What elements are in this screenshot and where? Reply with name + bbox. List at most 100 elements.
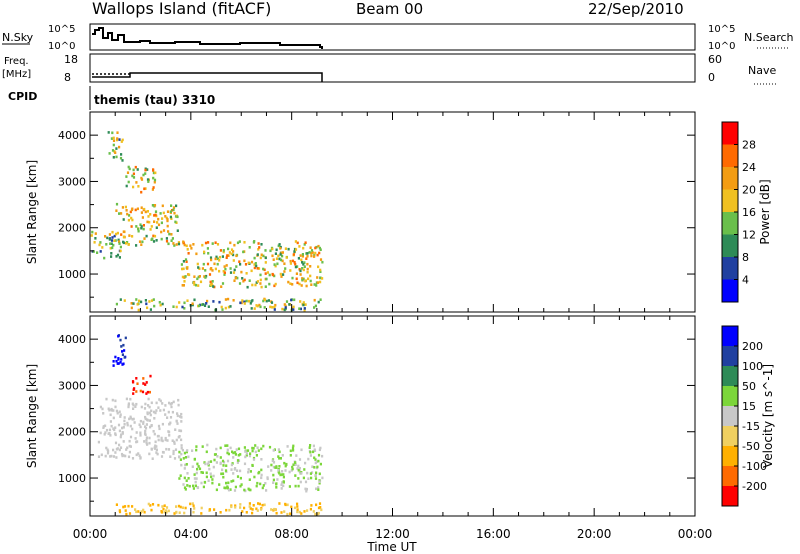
data-cell xyxy=(196,467,199,471)
data-cell xyxy=(313,456,316,460)
data-cell xyxy=(230,480,233,483)
data-cell xyxy=(180,446,183,450)
data-cell xyxy=(182,483,185,486)
data-cell xyxy=(268,273,271,277)
data-cell xyxy=(303,261,306,264)
data-cell xyxy=(184,456,188,459)
data-cell xyxy=(232,299,235,302)
data-cell xyxy=(224,298,227,301)
data-cell xyxy=(153,417,156,420)
data-cell xyxy=(208,467,211,471)
colorbar-swatch xyxy=(722,212,738,235)
data-cell xyxy=(135,431,138,434)
data-cell xyxy=(273,274,276,278)
data-cell xyxy=(269,305,272,309)
data-cell xyxy=(198,467,202,471)
data-cell xyxy=(225,508,228,512)
data-cell xyxy=(150,299,154,302)
data-cell xyxy=(226,459,230,463)
data-cell xyxy=(227,305,230,309)
data-cell xyxy=(111,149,115,152)
data-cell xyxy=(152,186,155,189)
data-cell xyxy=(260,285,263,289)
data-cell xyxy=(246,449,250,452)
data-cell xyxy=(177,398,180,402)
data-cell xyxy=(249,470,252,473)
data-cell xyxy=(129,416,132,420)
data-cell xyxy=(119,245,122,249)
data-cell xyxy=(142,173,145,177)
data-cell xyxy=(315,471,318,475)
data-cell xyxy=(109,413,112,417)
data-cell xyxy=(119,156,123,160)
data-cell xyxy=(258,502,261,506)
data-cell xyxy=(295,272,298,275)
freq-panel: Freq. [MHz] 18 8 60 0 Nave xyxy=(2,53,776,85)
data-cell xyxy=(271,273,275,277)
data-cell xyxy=(178,435,181,438)
data-cell xyxy=(221,472,225,475)
data-cell xyxy=(154,210,158,213)
data-cell xyxy=(293,250,296,253)
data-cell xyxy=(292,444,295,448)
data-cell xyxy=(250,269,253,273)
data-cell xyxy=(186,472,189,475)
data-cell xyxy=(319,280,322,284)
y-tick-label: 4000 xyxy=(58,333,86,346)
data-cell xyxy=(300,284,303,287)
data-cell xyxy=(274,282,277,286)
data-cell xyxy=(249,302,252,305)
data-cell xyxy=(282,473,285,476)
data-cell xyxy=(118,410,121,414)
colorbar-swatch xyxy=(722,346,738,366)
data-cell xyxy=(140,190,143,194)
data-cell xyxy=(113,428,116,432)
data-cell xyxy=(288,303,291,306)
power-colorbar: 4 8 12 16 20 24 28 xyxy=(721,121,756,303)
data-cell xyxy=(289,449,292,453)
data-cell xyxy=(204,269,207,272)
data-cell xyxy=(270,301,274,304)
data-cell xyxy=(291,446,295,450)
data-cell xyxy=(309,246,312,249)
data-cell xyxy=(180,438,183,442)
data-cell xyxy=(128,214,131,217)
data-cell xyxy=(260,447,263,451)
data-cell xyxy=(255,304,258,307)
colorbar-swatch xyxy=(722,486,738,506)
data-cell xyxy=(118,145,121,149)
data-cell xyxy=(112,360,115,363)
data-cell xyxy=(275,482,278,485)
data-cell xyxy=(306,262,309,266)
data-cell xyxy=(234,451,237,454)
data-cell xyxy=(299,300,302,303)
data-cell xyxy=(292,305,295,309)
data-cell xyxy=(229,271,233,274)
data-cell xyxy=(253,256,256,260)
data-cell xyxy=(210,267,213,270)
data-cell xyxy=(314,458,317,461)
data-cell xyxy=(119,435,122,439)
data-cell xyxy=(296,265,299,268)
data-cell xyxy=(301,255,304,258)
data-cell xyxy=(132,417,135,421)
data-cell xyxy=(128,512,132,515)
data-cell xyxy=(313,253,316,257)
data-cell xyxy=(270,463,273,467)
data-cell xyxy=(170,204,173,207)
data-cell xyxy=(183,451,186,455)
data-cell xyxy=(192,243,195,246)
data-cell xyxy=(150,409,153,413)
data-cell xyxy=(128,417,131,421)
data-cell xyxy=(173,440,176,444)
data-cell xyxy=(221,468,224,472)
data-cell xyxy=(168,232,171,236)
data-cell xyxy=(160,436,163,440)
data-cell xyxy=(147,404,150,407)
nave-label: Nave xyxy=(748,64,776,77)
data-cell xyxy=(180,444,183,447)
data-cell xyxy=(276,262,279,266)
data-cell xyxy=(273,305,276,309)
data-cell xyxy=(309,444,312,447)
data-cell xyxy=(273,263,276,266)
